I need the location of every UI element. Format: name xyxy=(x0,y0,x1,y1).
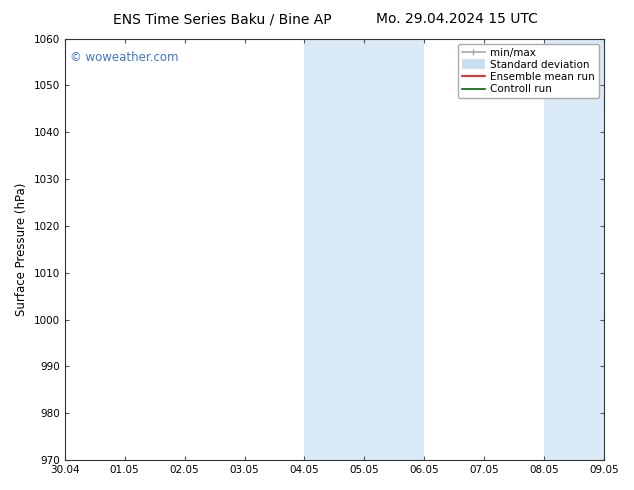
Bar xyxy=(544,39,574,460)
Text: © woweather.com: © woweather.com xyxy=(70,51,179,64)
Text: Mo. 29.04.2024 15 UTC: Mo. 29.04.2024 15 UTC xyxy=(375,12,538,26)
Text: ENS Time Series Baku / Bine AP: ENS Time Series Baku / Bine AP xyxy=(113,12,331,26)
Bar xyxy=(334,39,424,460)
Y-axis label: Surface Pressure (hPa): Surface Pressure (hPa) xyxy=(15,183,28,316)
Bar xyxy=(304,39,334,460)
Bar xyxy=(574,39,604,460)
Legend: min/max, Standard deviation, Ensemble mean run, Controll run: min/max, Standard deviation, Ensemble me… xyxy=(458,44,599,98)
